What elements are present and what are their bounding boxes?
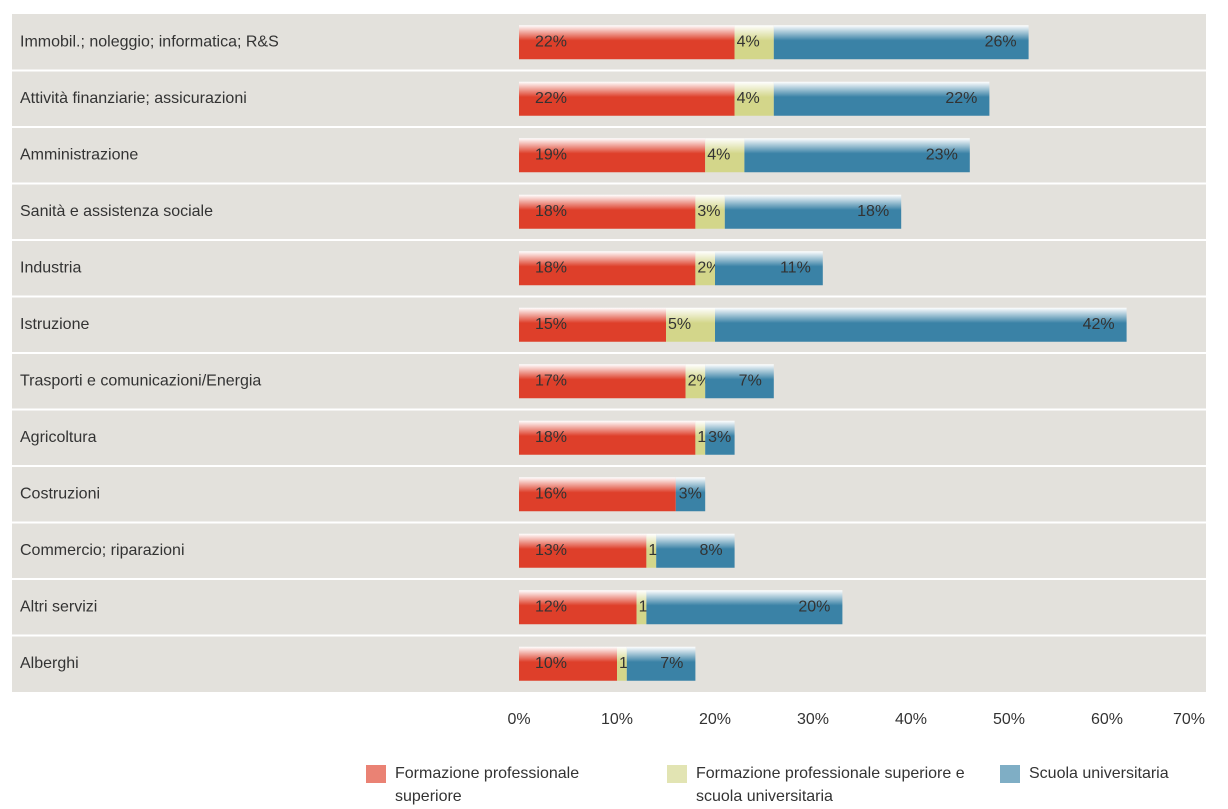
bar-segment [646,533,657,568]
category-label: Sanità e assistenza sociale [20,203,213,220]
category-label: Commercio; riparazioni [20,542,185,559]
value-label: 22% [945,90,977,107]
legend-label: Formazione professionale superiore [395,765,580,805]
value-label: 7% [739,372,762,389]
value-label: 26% [985,33,1017,50]
category-label: Industria [20,259,81,276]
bar-segment [519,533,647,568]
bar-segment [646,590,843,625]
value-label: 18% [857,203,889,220]
bar-segment [519,251,696,286]
bar-segment [695,251,715,286]
category-label: Immobil.; noleggio; informatica; R&S [20,33,279,50]
bar-segment [519,420,696,455]
category-label: Amministrazione [20,146,138,163]
category-label: Alberghi [20,655,79,672]
legend-swatch [1000,765,1020,783]
value-label: 3% [679,485,702,502]
value-label: 15% [535,316,567,333]
bar-segment [705,138,745,173]
bar-segment [695,420,706,455]
value-label: 23% [926,146,958,163]
value-label: 8% [699,542,722,559]
value-label: 4% [707,146,730,163]
value-label: 20% [798,598,830,615]
value-label: 2% [697,259,720,276]
x-tick-label: 0% [507,711,530,728]
x-tick-label: 40% [895,711,927,728]
value-label: 18% [535,203,567,220]
category-label: Trasporti e comunicazioni/Energia [20,372,261,389]
value-label: 16% [535,485,567,502]
bar-segment [734,81,774,116]
category-label: Costruzioni [20,485,100,502]
value-label: 13% [535,542,567,559]
x-tick-label: 20% [699,711,731,728]
x-tick-label: 50% [993,711,1025,728]
bar-segment [715,307,1127,342]
value-label: 2% [688,372,711,389]
bar-segment [617,646,627,681]
bar-segment [744,138,970,173]
legend-swatch [366,765,386,783]
bar-segment [724,194,902,229]
x-tick-label: 30% [797,711,829,728]
category-label: Agricoltura [20,429,97,446]
bar-segment [695,194,725,229]
value-label: 5% [668,316,691,333]
bar-segment [519,194,696,229]
bar-segment [715,251,823,286]
category-label: Istruzione [20,316,89,333]
category-label: Attività finanziarie; assicurazioni [20,90,247,107]
bar-segment [519,477,676,512]
bar-segment [636,590,647,625]
x-tick-label: 70% [1173,711,1205,728]
bar-segment [666,307,715,342]
value-label: 3% [697,203,720,220]
value-label: 19% [535,146,567,163]
value-label: 12% [535,598,567,615]
bar-segment [773,81,990,116]
bar-segment [519,307,666,342]
bar-segment [519,138,706,173]
value-label: 11% [780,259,811,276]
value-label: 18% [535,259,567,276]
bar-segment [519,646,617,681]
bar-segment [626,646,696,681]
bar-segment [705,420,735,455]
bar-segment [519,81,735,116]
bar-segment [519,364,686,399]
bar-segment [675,477,706,512]
bar-segment [519,590,637,625]
value-label: 22% [535,33,567,50]
legend-label: Scuola universitaria [1029,765,1169,782]
legend-label: Formazione professionale superiore e scu… [696,765,965,805]
bar-segment [705,364,774,399]
value-label: 7% [660,655,683,672]
value-label: 10% [535,655,567,672]
category-label: Altri servizi [20,598,97,615]
value-label: 18% [535,429,567,446]
bar-segment [773,25,1029,60]
legend-swatch [667,765,687,783]
x-tick-label: 60% [1091,711,1123,728]
value-label: 4% [737,90,760,107]
bar-segment [685,364,706,399]
value-label: 22% [535,90,567,107]
value-label: 4% [737,33,760,50]
bar-segment [656,533,735,568]
x-tick-label: 10% [601,711,633,728]
bar-segment [734,25,774,60]
value-label: 17% [535,372,567,389]
bar-segment [519,25,735,60]
value-label: 42% [1083,316,1115,333]
value-label: 3% [708,429,731,446]
